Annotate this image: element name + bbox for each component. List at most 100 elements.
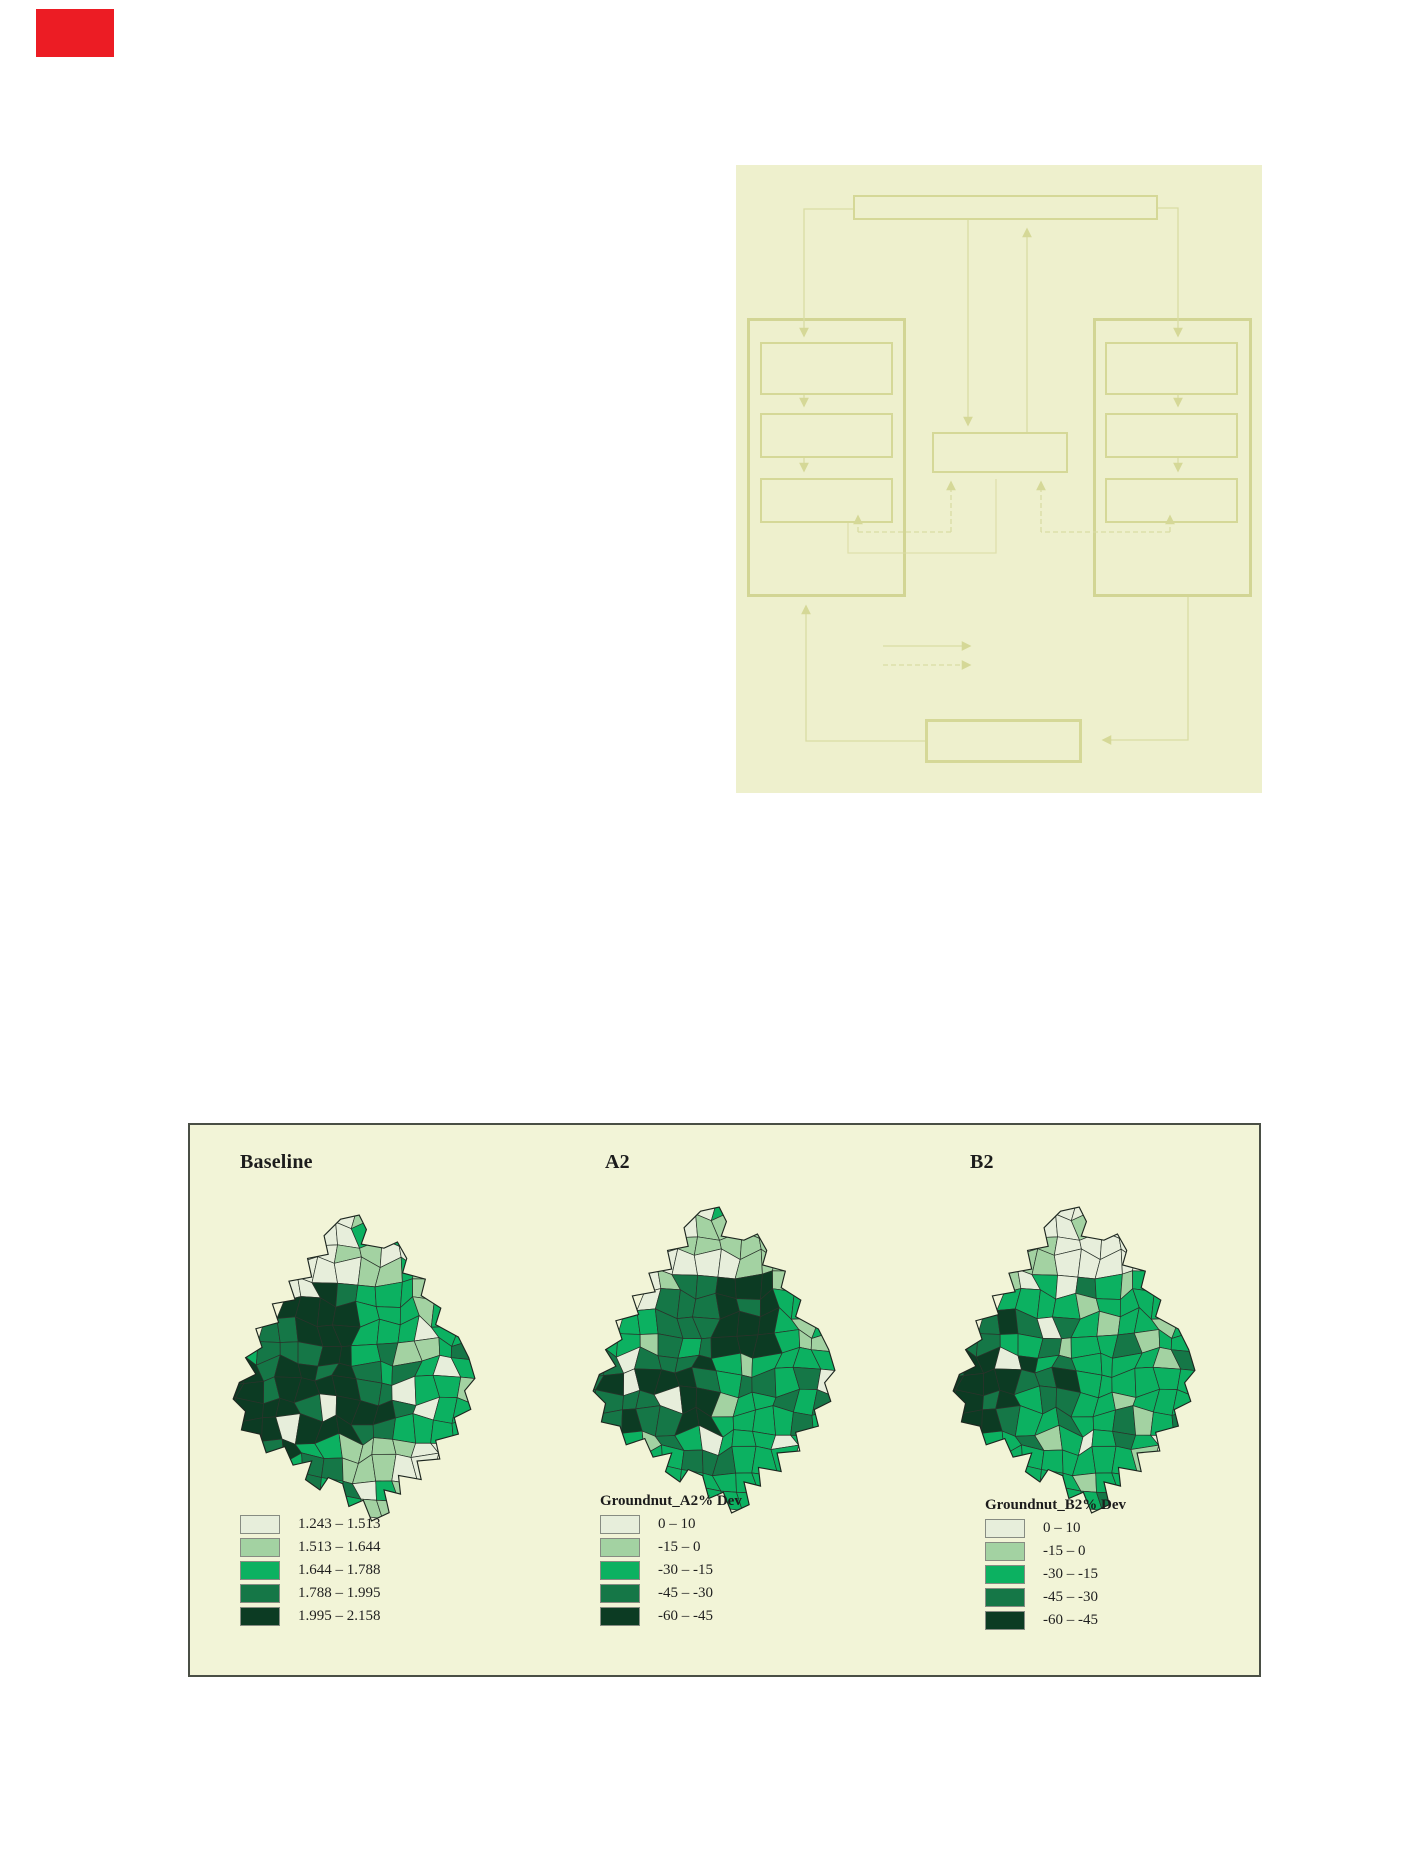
legend-row: 1.243 – 1.513 [240, 1515, 381, 1534]
district-cell [1112, 1405, 1137, 1436]
district-cell [233, 1394, 236, 1424]
legend-label: -15 – 0 [1043, 1543, 1086, 1559]
legend-label: 0 – 10 [1043, 1520, 1081, 1536]
legend-swatch [600, 1515, 640, 1534]
district-cell [318, 1477, 344, 1504]
district-cell [732, 1209, 760, 1239]
choropleth-map-b2 [952, 1206, 1196, 1514]
legend-swatch [985, 1565, 1025, 1584]
legend-label: -45 – -30 [1043, 1589, 1098, 1605]
legend-swatch [600, 1607, 640, 1626]
district-cell [678, 1469, 704, 1496]
flowchart-bottom-box [925, 719, 1082, 763]
legend-swatch [240, 1538, 280, 1557]
legend-label: 1.644 – 1.788 [298, 1562, 381, 1578]
legend-label: -60 – -45 [1043, 1612, 1098, 1628]
legend-swatch [240, 1515, 280, 1534]
legend-label: -30 – -15 [1043, 1566, 1098, 1582]
flowchart-right-box-1 [1105, 342, 1238, 395]
district-cell [977, 1309, 1001, 1335]
legend-row: -15 – 0 [985, 1542, 1126, 1561]
legend-row: 1.513 – 1.644 [240, 1538, 381, 1557]
district-cell [1132, 1249, 1162, 1272]
district-cell [321, 1457, 344, 1482]
legend-label: -45 – -30 [658, 1585, 713, 1601]
district-cell [397, 1222, 419, 1248]
district-cell [751, 1472, 780, 1494]
district-cell [790, 1411, 815, 1437]
legend-row: -30 – -15 [985, 1565, 1126, 1584]
district-cell [392, 1413, 417, 1444]
district-cell [1150, 1411, 1175, 1437]
legend-row: 1.788 – 1.995 [240, 1584, 381, 1603]
district-cell [412, 1278, 436, 1301]
district-cell [757, 1214, 779, 1240]
district-cell [1038, 1469, 1064, 1496]
legend-label: 0 – 10 [658, 1516, 696, 1532]
legend-row: -60 – -45 [985, 1611, 1126, 1630]
legend-row: -60 – -45 [600, 1607, 742, 1626]
legend-label: -15 – 0 [658, 1539, 701, 1555]
map-outline [592, 1206, 836, 1514]
legend-swatch [240, 1584, 280, 1603]
district-cell [257, 1317, 281, 1343]
district-cell [1111, 1472, 1140, 1494]
legend-a2: Groundnut_A2% Dev 0 – 10 -15 – 0 -30 – -15 -… [600, 1493, 742, 1630]
district-cell [1117, 1214, 1139, 1240]
legend-swatch [985, 1519, 1025, 1538]
framework-flowchart [736, 165, 1262, 793]
legend-swatch [240, 1607, 280, 1626]
flowchart-left-box-3 [760, 478, 893, 523]
legend-swatch [985, 1542, 1025, 1561]
legend-baseline: 1.243 – 1.513 1.513 – 1.644 1.644 – 1.788 1… [240, 1515, 381, 1630]
district-cell [996, 1308, 1019, 1335]
district-cell [617, 1309, 641, 1335]
district-cell [430, 1419, 455, 1445]
legend-swatch [600, 1584, 640, 1603]
legend-label: -30 – -15 [658, 1562, 713, 1578]
legend-b2: Groundnut_B2% Dev 0 – 10 -15 – 0 -30 – -15 -… [985, 1497, 1126, 1634]
choropleth-map-a2 [592, 1206, 836, 1514]
legend-row: 1.644 – 1.788 [240, 1561, 381, 1580]
district-cell [772, 1249, 802, 1272]
district-cell [340, 1495, 362, 1518]
district-cell [410, 1452, 440, 1486]
legend-label: 1.995 – 2.158 [298, 1608, 381, 1624]
district-cell [1094, 1273, 1123, 1300]
legend-row: 0 – 10 [600, 1515, 742, 1534]
legend-label: 1.788 – 1.995 [298, 1585, 381, 1601]
choropleth-map-baseline [232, 1214, 476, 1522]
legend-label: -60 – -45 [658, 1608, 713, 1624]
legend-row: -15 – 0 [600, 1538, 742, 1557]
district-cell [772, 1270, 796, 1293]
district-cell [593, 1386, 596, 1416]
legend-swatch [240, 1561, 280, 1580]
legend-row: 0 – 10 [985, 1519, 1126, 1538]
flowchart-left-box-1 [760, 342, 893, 395]
legend-label: 1.243 – 1.513 [298, 1516, 381, 1532]
district-cell [374, 1281, 403, 1308]
legend-title: Groundnut_A2% Dev [600, 1493, 742, 1509]
district-cell [1132, 1270, 1156, 1293]
legend-swatch [985, 1611, 1025, 1630]
district-cell [391, 1480, 420, 1502]
legend-row: -30 – -15 [600, 1561, 742, 1580]
district-cell [276, 1316, 299, 1343]
district-cell [412, 1257, 442, 1280]
district-cell [953, 1386, 956, 1416]
district-cell [1041, 1449, 1064, 1474]
legend-swatch [985, 1588, 1025, 1607]
map-title-baseline: Baseline [240, 1151, 313, 1173]
flowchart-center-box [932, 432, 1068, 473]
flowchart-left-box-2 [760, 413, 893, 458]
district-cell [1092, 1209, 1120, 1239]
flowchart-top-box [853, 195, 1158, 220]
map-outline [952, 1206, 1196, 1514]
legend-swatch [600, 1538, 640, 1557]
map-title-b2: B2 [970, 1151, 994, 1173]
legend-row: -45 – -30 [600, 1584, 742, 1603]
legend-row: -45 – -30 [985, 1588, 1126, 1607]
district-cell [752, 1405, 777, 1436]
district-cell [770, 1444, 800, 1478]
